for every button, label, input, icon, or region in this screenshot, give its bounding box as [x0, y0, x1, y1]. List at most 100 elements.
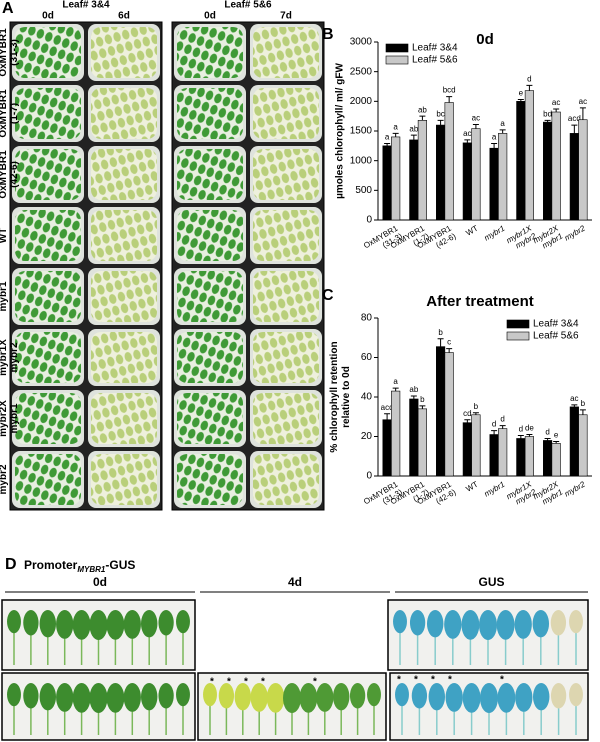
column-label: GUS — [478, 575, 504, 589]
bar — [444, 352, 454, 477]
plate-leaves — [253, 454, 319, 505]
error-bar — [553, 440, 560, 444]
asterisk: * — [431, 675, 435, 686]
bar — [498, 133, 508, 221]
significance-letter: a — [500, 119, 505, 128]
legend-label: Leaf# 3&4 — [412, 43, 458, 54]
x-tick-label: mybr2 — [563, 479, 587, 498]
leaf — [367, 683, 381, 707]
plate-leaves — [177, 88, 243, 139]
leaf — [123, 610, 141, 639]
y-tick-label: 20 — [361, 431, 373, 442]
leaf — [409, 610, 426, 636]
error-bar — [579, 409, 586, 415]
significance-letter: a — [385, 133, 390, 142]
significance-letter: ac — [570, 394, 578, 403]
significance-letter: a — [393, 377, 398, 386]
plate-leaves — [177, 332, 243, 383]
legend-swatch — [506, 331, 530, 341]
bar — [524, 436, 534, 477]
error-bar — [437, 338, 444, 347]
significance-letter: ab — [418, 105, 427, 114]
plate-leaves — [15, 27, 81, 78]
asterisk: * — [414, 675, 418, 686]
significance-letter: d — [545, 428, 549, 437]
error-bar — [437, 119, 444, 126]
leaf — [23, 610, 39, 636]
significance-letter: e — [519, 89, 524, 98]
plate-leaves — [15, 210, 81, 261]
leaf — [569, 683, 583, 707]
leaf — [515, 683, 533, 712]
leaf — [39, 683, 57, 711]
bar — [391, 390, 401, 477]
plate-leaves — [177, 393, 243, 444]
bar — [471, 414, 481, 477]
significance-letter: ab — [409, 124, 418, 133]
row-label: OxMYBR1(42-6) — [0, 150, 20, 199]
asterisk: * — [448, 675, 452, 686]
row-label: mybr1 — [0, 281, 9, 311]
row-label: OxMYBR1(1-7) — [0, 89, 20, 138]
plate-leaves — [253, 393, 319, 444]
error-bar — [392, 387, 399, 392]
row-label: OxMYBR1(31-3) — [0, 28, 20, 77]
y-axis-label: % chlorophyll retentionrelative to 0d — [329, 341, 352, 452]
leaf — [299, 683, 318, 713]
bar — [417, 408, 427, 477]
leaf — [176, 610, 190, 634]
significance-letter: d — [527, 74, 531, 83]
y-tick-label: 0 — [366, 471, 372, 482]
leaf — [176, 683, 190, 707]
day-label: 0d — [42, 11, 54, 22]
leaf — [332, 683, 350, 711]
error-bar — [544, 119, 551, 123]
error-bar — [392, 132, 399, 137]
significance-letter: ac — [472, 114, 480, 123]
plate-leaves — [177, 454, 243, 505]
leaf — [158, 610, 174, 636]
leaf — [266, 683, 285, 713]
leaf — [426, 610, 444, 638]
panel-label: C — [322, 287, 334, 304]
error-bar — [464, 419, 471, 423]
error-bar — [410, 134, 417, 140]
day-label: 7d — [280, 11, 292, 22]
leaf — [428, 683, 446, 711]
asterisk: * — [397, 675, 401, 686]
leaf — [569, 610, 583, 634]
leaf — [39, 610, 57, 638]
error-bar — [491, 142, 498, 149]
error-bar — [517, 99, 524, 102]
error-bar — [499, 129, 506, 134]
significance-letter: a — [393, 122, 398, 131]
error-bar — [526, 434, 533, 437]
error-bar — [472, 412, 479, 415]
significance-letter: a — [492, 133, 497, 142]
plate-leaves — [91, 88, 157, 139]
x-tick-label: mybr2Xmybr1 — [532, 223, 565, 253]
leaf — [461, 610, 480, 640]
x-tick-label: mybr1 — [483, 224, 507, 243]
bar — [543, 121, 553, 221]
leaf — [349, 683, 366, 709]
bar — [516, 101, 526, 221]
leaf — [532, 683, 550, 711]
bar — [471, 128, 481, 221]
x-tick-label: mybr1 — [483, 480, 507, 499]
bar — [444, 102, 454, 221]
y-tick-label: 60 — [361, 352, 373, 363]
plate-leaves — [91, 454, 157, 505]
bar — [417, 120, 427, 221]
significance-letter: ac — [579, 97, 587, 106]
leaf — [497, 683, 516, 713]
x-tick-label: WT — [464, 480, 479, 494]
error-bar — [446, 348, 453, 353]
plate-leaves — [15, 454, 81, 505]
legend-swatch — [385, 55, 409, 65]
plate-leaves — [91, 332, 157, 383]
bar — [462, 422, 472, 477]
plate-leaves — [15, 393, 81, 444]
leaf — [550, 683, 567, 709]
y-tick-label: 2500 — [350, 66, 373, 77]
